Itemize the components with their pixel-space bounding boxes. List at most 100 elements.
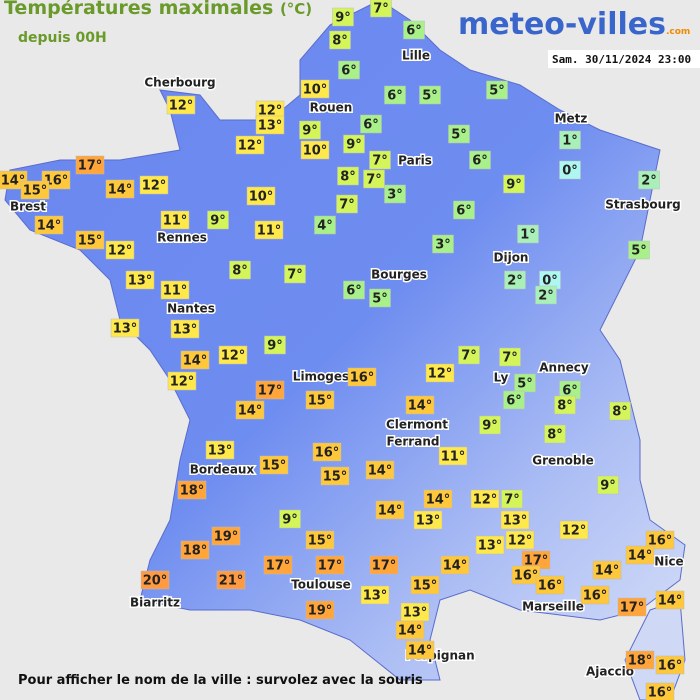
temp-label: 13° — [258, 119, 283, 134]
temp-label: 12° — [473, 493, 498, 508]
temp-box — [503, 390, 525, 410]
temp-label: 17° — [266, 559, 291, 574]
city-name: Brest — [10, 200, 46, 214]
temp-label: 3° — [435, 238, 451, 253]
city-name: Ferrand — [387, 435, 440, 449]
temp-label: 14° — [398, 624, 423, 639]
temp-label: 12° — [108, 244, 133, 259]
temp-label: 11° — [441, 450, 466, 465]
temp-box — [264, 335, 286, 355]
temp-label: 15° — [308, 534, 333, 549]
temp-label: 3° — [387, 188, 403, 203]
temp-box — [448, 124, 470, 144]
temp-box — [410, 575, 440, 595]
temp-label: 2° — [538, 289, 554, 304]
temp-label: 12° — [142, 179, 167, 194]
temp-box — [369, 288, 391, 308]
temp-label: 8° — [557, 399, 573, 414]
city-name: Biarritz — [130, 596, 180, 610]
city-name: Bordeaux — [190, 463, 255, 477]
temp-label: 18° — [628, 654, 653, 669]
temp-box — [305, 390, 335, 410]
temp-box — [177, 480, 207, 500]
temp-label: 14° — [408, 399, 433, 414]
temp-label: 16° — [350, 371, 375, 386]
timestamp: Sam. 30/11/2024 23:00 — [552, 53, 691, 66]
temp-box — [511, 565, 541, 585]
temp-box — [166, 95, 196, 115]
temp-box — [470, 489, 500, 509]
temp-box — [34, 215, 64, 235]
temp-box — [343, 280, 365, 300]
temp-label: 1° — [562, 134, 578, 149]
temp-label: 14° — [408, 644, 433, 659]
temp-label: 13° — [478, 539, 503, 554]
temp-label: 6° — [506, 394, 522, 409]
temp-box — [517, 224, 539, 244]
temp-box — [499, 347, 521, 367]
temp-label: 7° — [373, 2, 389, 17]
temp-label: 14° — [368, 464, 393, 479]
temp-label: 12° — [562, 524, 587, 539]
temp-box — [500, 510, 530, 530]
temp-label: 21° — [219, 574, 244, 589]
temp-box — [235, 400, 265, 420]
city-name: Paris — [398, 154, 432, 168]
temp-label: 17° — [524, 554, 549, 569]
temp-label: 1° — [520, 228, 536, 243]
temp-box — [0, 170, 28, 190]
city-name: Nantes — [167, 302, 215, 316]
temp-box — [110, 318, 140, 338]
temp-label: 14° — [426, 493, 451, 508]
temp-box — [139, 175, 169, 195]
temp-box — [655, 590, 685, 610]
temp-box — [432, 234, 454, 254]
temp-box — [535, 285, 557, 305]
temp-label: 19° — [308, 604, 333, 619]
temp-label: 9° — [482, 419, 498, 434]
temp-box — [343, 134, 365, 154]
temp-box — [218, 345, 248, 365]
temp-label: 19° — [214, 530, 239, 545]
temp-box — [167, 371, 197, 391]
city-name: Cherbourg — [144, 76, 215, 90]
temp-box — [625, 650, 655, 670]
temp-box — [75, 230, 105, 250]
temp-label: 7° — [366, 173, 382, 188]
temp-box — [160, 280, 190, 300]
temp-label: 17° — [258, 384, 283, 399]
temp-box — [501, 489, 523, 509]
temp-box — [403, 20, 425, 40]
temp-box — [363, 169, 385, 189]
city-name: Ly — [494, 371, 509, 385]
temp-label: 9° — [506, 178, 522, 193]
city-name: Nice — [654, 555, 683, 569]
temp-box — [336, 194, 358, 214]
temp-label: 0° — [562, 164, 578, 179]
temp-label: 6° — [341, 64, 357, 79]
temp-label: 8° — [340, 170, 356, 185]
temp-label: 9° — [335, 11, 351, 26]
temp-label: 6° — [387, 89, 403, 104]
temp-box — [486, 80, 508, 100]
temp-label: 16° — [658, 659, 683, 674]
temp-box — [645, 682, 675, 700]
temp-box — [360, 585, 390, 605]
city-name: Dijon — [494, 251, 529, 265]
temp-label: 9° — [282, 513, 298, 528]
temp-box — [279, 509, 301, 529]
temp-box — [315, 555, 345, 575]
temp-box — [559, 130, 581, 150]
city-name: Rennes — [157, 231, 207, 245]
temp-box — [384, 85, 406, 105]
temp-label: 20° — [143, 574, 168, 589]
temp-box — [170, 319, 200, 339]
logo-suffix: .com — [666, 27, 690, 37]
temp-label: 13° — [416, 514, 441, 529]
temp-label: 15° — [23, 184, 48, 199]
temp-box — [207, 210, 229, 230]
temp-box — [305, 530, 335, 550]
city-name: Annecy — [539, 361, 589, 375]
temp-box — [505, 530, 535, 550]
temp-box — [617, 597, 647, 617]
